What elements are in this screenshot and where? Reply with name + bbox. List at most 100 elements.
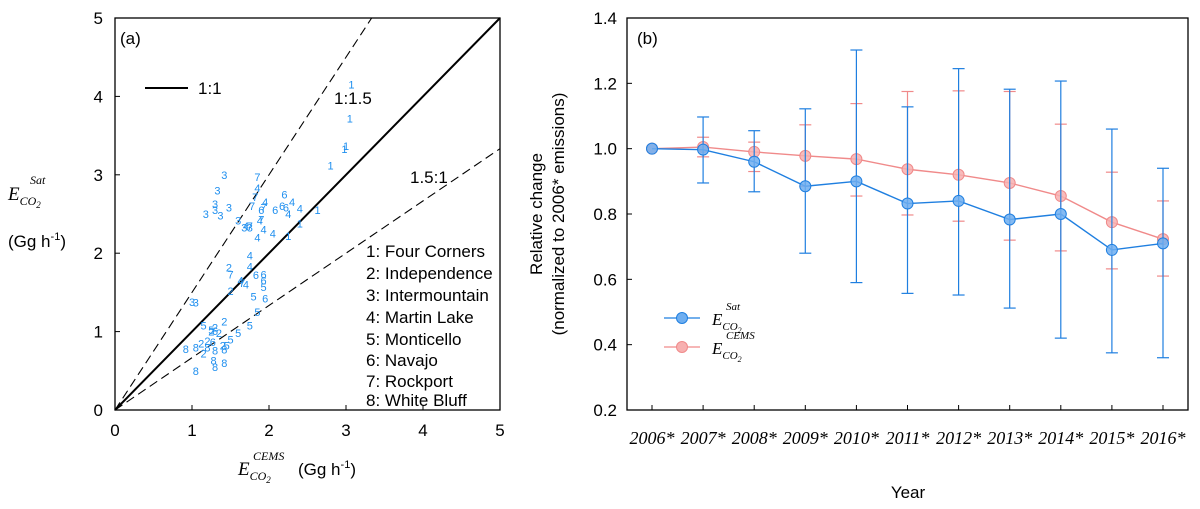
scatter-point: 5 bbox=[261, 282, 267, 294]
scatter-point: 4 bbox=[243, 280, 249, 292]
plant-legend-item: 6: Navajo bbox=[366, 351, 438, 370]
scatter-point: 4 bbox=[243, 221, 249, 233]
panel-a-ylabel: ECO2 Sat (Gg h-1) bbox=[7, 173, 66, 251]
scatter-point: 2 bbox=[227, 286, 233, 298]
scatter-point: 3 bbox=[193, 298, 199, 310]
svg-text:ECO2: ECO2 bbox=[7, 184, 41, 210]
scatter-point: 2 bbox=[220, 341, 226, 353]
scatter-point: 4 bbox=[247, 251, 253, 263]
scatter-point: 7 bbox=[252, 192, 258, 204]
scatter-point: 2 bbox=[200, 349, 206, 361]
scatter-point: 2 bbox=[221, 316, 227, 328]
scatter-point: 5 bbox=[200, 320, 206, 332]
svg-text:(Gg h-1): (Gg h-1) bbox=[8, 231, 66, 251]
x-tick-label: 3 bbox=[341, 421, 350, 440]
scatter-point: 4 bbox=[285, 209, 291, 221]
svg-text:CEMS: CEMS bbox=[726, 330, 755, 342]
scatter-point: 7 bbox=[239, 278, 245, 290]
svg-text:Sat: Sat bbox=[30, 173, 46, 187]
x-tick-label: 1 bbox=[187, 421, 196, 440]
scatter-point: 2 bbox=[212, 323, 218, 335]
data-point bbox=[799, 180, 812, 193]
panel-a-frame bbox=[114, 17, 501, 411]
scatter-point: 8 bbox=[212, 345, 218, 357]
x-tick-label: 4 bbox=[418, 421, 427, 440]
panel-a-label: (a) bbox=[120, 29, 141, 48]
scatter-point: 7 bbox=[258, 214, 264, 226]
data-point bbox=[748, 155, 761, 168]
scatter-point: 6 bbox=[281, 189, 287, 201]
x-tick-label: 2012* bbox=[936, 428, 981, 448]
scatter-point: 4 bbox=[257, 215, 263, 227]
scatter-point: 5 bbox=[254, 307, 260, 319]
x-tick-label: 2010* bbox=[834, 428, 879, 448]
x-tick-label: 2008* bbox=[732, 428, 777, 448]
x-tick-label: 2 bbox=[264, 421, 273, 440]
scatter-point: 1 bbox=[297, 218, 303, 230]
scatter-point: 8 bbox=[204, 342, 210, 354]
svg-text:Relative change: Relative change bbox=[527, 153, 546, 275]
scatter-point: 5 bbox=[227, 334, 233, 346]
scatter-point: 8 bbox=[212, 362, 218, 374]
scatter-point: 4 bbox=[289, 197, 295, 209]
scatter-point: 4 bbox=[254, 233, 260, 245]
plant-legend: 1: Four Corners 2: Independence 3: Inter… bbox=[366, 242, 493, 410]
scatter-point: 3 bbox=[217, 211, 223, 223]
scatter-point: 1 bbox=[341, 144, 347, 156]
y-tick-label: 3 bbox=[94, 166, 103, 185]
panel-b-line: 0.2 0.4 0.6 0.8 1.0 1.2 1.4 2006* 2007* 2008* 2009… bbox=[527, 9, 1189, 502]
scatter-point: 4 bbox=[261, 225, 267, 237]
scatter-point: 6 bbox=[283, 203, 289, 215]
scatter-point: 4 bbox=[270, 229, 276, 241]
scatter-point: 1 bbox=[314, 205, 320, 217]
scatter-point: 6 bbox=[279, 201, 285, 213]
scatter-point: 5 bbox=[224, 341, 230, 353]
svg-text:(normalized to 2006* emissions: (normalized to 2006* emissions) bbox=[549, 93, 568, 336]
scatter-point: 6 bbox=[212, 326, 218, 338]
scatter-point: 3 bbox=[203, 209, 209, 221]
scatter-point: 5 bbox=[235, 328, 241, 340]
svg-text:ECO2: ECO2 bbox=[711, 310, 742, 335]
scatter-point: 4 bbox=[297, 204, 303, 216]
scatter-point: 3 bbox=[241, 222, 247, 234]
scatter-point: 7 bbox=[247, 221, 253, 233]
x-tick-label: 2013* bbox=[987, 428, 1032, 448]
y-tick-label: 1.4 bbox=[593, 9, 617, 28]
scatter-point: 3 bbox=[212, 205, 218, 217]
scatter-point: 4 bbox=[237, 276, 243, 288]
scatter-point: 4 bbox=[254, 183, 260, 195]
y-tick-label: 0 bbox=[94, 401, 103, 420]
scatter-point: 8 bbox=[193, 366, 199, 378]
plant-legend-item: 1: Four Corners bbox=[366, 242, 485, 261]
y-tick-label: 0.8 bbox=[593, 205, 617, 224]
data-point bbox=[850, 175, 863, 188]
svg-text:Sat: Sat bbox=[726, 301, 741, 313]
x-tick-label: 2014* bbox=[1038, 428, 1083, 448]
x-tick-label: 5 bbox=[495, 421, 504, 440]
series-sat bbox=[646, 49, 1169, 359]
scatter-point: 5 bbox=[208, 325, 214, 337]
panel-b-ticks: 0.2 0.4 0.6 0.8 1.0 1.2 1.4 2006* 2007* 2008* 2009… bbox=[593, 9, 1185, 448]
scatter-point: 1 bbox=[328, 160, 334, 172]
data-point bbox=[1003, 213, 1016, 226]
scatter-point: 3 bbox=[212, 199, 218, 211]
x-tick-label: 2015* bbox=[1089, 428, 1134, 448]
plant-legend-item: 4: Martin Lake bbox=[366, 308, 474, 327]
scatter-point: 1 bbox=[348, 80, 354, 92]
plant-legend-item: 7: Rockport bbox=[366, 372, 453, 391]
y-tick-label: 1 bbox=[94, 323, 103, 342]
scatter-point: 2 bbox=[204, 336, 210, 348]
data-point bbox=[697, 143, 710, 156]
scatter-point: 6 bbox=[261, 276, 267, 288]
plant-legend-item: 2: Independence bbox=[366, 264, 493, 283]
x-tick-label: 2006* bbox=[630, 428, 675, 448]
scatter-point: 3 bbox=[221, 170, 227, 182]
panel-a-xlabel: ECO2 CEMS (Gg h-1) bbox=[237, 449, 356, 485]
scatter-point: 1 bbox=[285, 231, 291, 243]
scatter-point: 3 bbox=[247, 222, 253, 234]
scatter-point: 6 bbox=[253, 270, 259, 282]
